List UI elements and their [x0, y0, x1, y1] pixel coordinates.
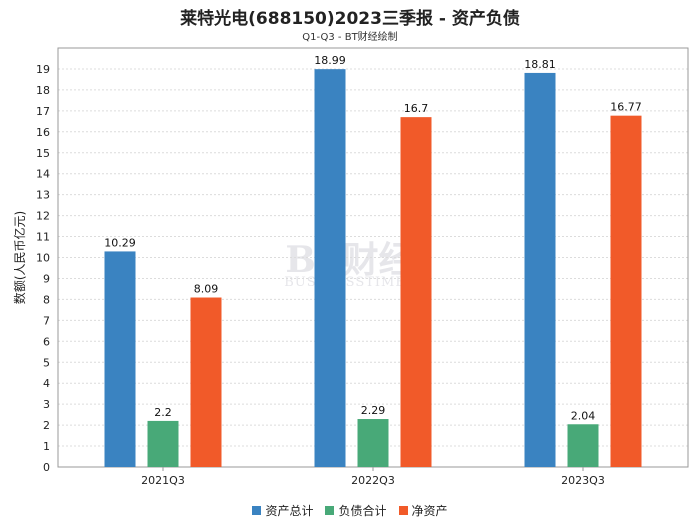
chart-title: 莱特光电(688150)2023三季报 - 资产负债 — [180, 9, 520, 29]
legend-swatch — [398, 506, 408, 515]
bar-资产总计 — [104, 251, 136, 467]
y-tick-label: 14 — [36, 168, 50, 181]
watermark-subtext: BUSINESSTIMES — [284, 275, 416, 290]
bar-负债合计 — [567, 424, 599, 467]
legend-swatch — [252, 506, 262, 515]
y-tick-label: 2 — [43, 419, 50, 432]
data-label: 10.29 — [104, 236, 136, 249]
y-tick-label: 15 — [36, 147, 50, 160]
y-tick-label: 11 — [36, 231, 50, 244]
bar-负债合计 — [357, 419, 389, 467]
data-label: 16.77 — [610, 101, 642, 114]
legend-label: 净资产 — [411, 504, 448, 518]
y-tick-label: 8 — [43, 293, 50, 306]
legend-label: 负债合计 — [338, 504, 387, 518]
data-label: 18.99 — [314, 54, 346, 67]
y-tick-label: 0 — [43, 461, 50, 474]
y-axis-label: 数额(人民币亿元) — [12, 211, 27, 304]
y-tick-label: 9 — [43, 272, 50, 285]
legend-item: 净资产 — [398, 502, 448, 519]
x-tick-label: 2021Q3 — [141, 474, 185, 487]
y-tick-label: 6 — [43, 335, 50, 348]
data-label: 2.29 — [361, 404, 386, 417]
bar-净资产 — [190, 297, 222, 467]
bar-净资产 — [400, 117, 432, 467]
watermark-text: BT财经 — [285, 239, 414, 281]
data-label: 18.81 — [524, 58, 556, 71]
x-tick-label: 2023Q3 — [561, 474, 605, 487]
y-tick-label: 10 — [36, 252, 50, 265]
y-tick-label: 19 — [36, 63, 50, 76]
y-tick-label: 16 — [36, 126, 50, 139]
data-label: 16.7 — [404, 102, 429, 115]
legend-item: 资产总计 — [252, 502, 313, 519]
chart-subtitle: Q1-Q3 - BT财经绘制 — [302, 32, 398, 43]
legend-item: 负债合计 — [325, 502, 387, 519]
chart-legend: 资产总计 负债合计 净资产 — [0, 502, 700, 519]
data-label: 8.09 — [194, 283, 219, 296]
y-tick-label: 13 — [36, 189, 50, 202]
data-label: 2.04 — [571, 409, 596, 422]
y-tick-label: 7 — [43, 314, 50, 327]
y-tick-label: 1 — [43, 440, 50, 453]
bar-负债合计 — [147, 420, 179, 467]
legend-label: 资产总计 — [265, 504, 314, 518]
bar-资产总计 — [314, 69, 346, 468]
y-tick-label: 5 — [43, 356, 50, 369]
y-tick-label: 17 — [36, 105, 50, 118]
y-tick-label: 3 — [43, 398, 50, 411]
y-tick-label: 4 — [43, 377, 50, 390]
x-tick-label: 2022Q3 — [351, 474, 395, 487]
bar-资产总计 — [524, 72, 556, 468]
legend-swatch — [325, 506, 335, 515]
bar-净资产 — [610, 115, 642, 467]
data-label: 2.2 — [154, 406, 172, 419]
y-tick-label: 18 — [36, 84, 50, 97]
y-tick-label: 12 — [36, 210, 50, 223]
